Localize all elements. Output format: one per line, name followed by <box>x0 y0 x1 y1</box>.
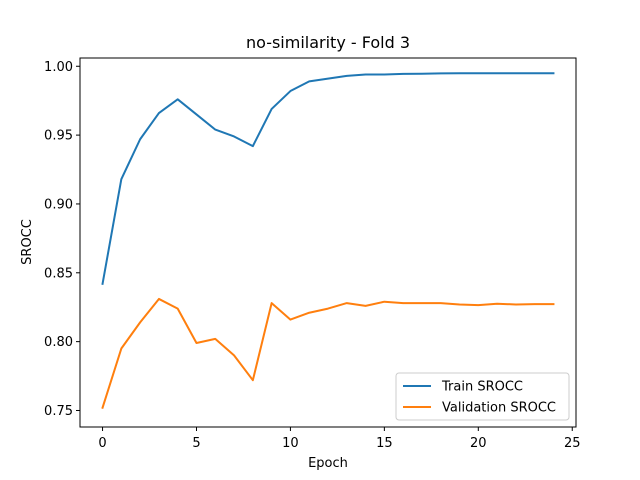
legend: Train SROCC Validation SROCC <box>395 372 570 421</box>
y-tick-label: 0.95 <box>44 129 73 144</box>
y-tick-label: 1.00 <box>44 60 73 75</box>
x-tick-label: 10 <box>282 436 299 451</box>
x-tick-label: 25 <box>564 436 581 451</box>
x-tick-label: 15 <box>376 436 393 451</box>
y-tick-label: 0.85 <box>44 266 73 281</box>
y-tick-label: 0.80 <box>44 335 73 350</box>
train-srocc-line <box>101 72 555 285</box>
x-tick-label: 0 <box>98 436 106 451</box>
series-group <box>101 72 555 409</box>
y-tick-label: 0.90 <box>44 197 73 212</box>
legend-label-validation: Validation SROCC <box>442 401 556 416</box>
x-tick-label: 20 <box>470 436 487 451</box>
x-tick-label: 5 <box>192 436 200 451</box>
plot-frame <box>79 57 577 428</box>
y-axis-label: SROCC <box>20 219 35 265</box>
chart-title: no-similarity - Fold 3 <box>246 33 410 52</box>
y-tick-label: 0.75 <box>44 404 73 419</box>
x-axis: 0 5 10 15 20 25 <box>98 427 581 451</box>
legend-box <box>395 372 570 421</box>
validation-srocc-line <box>101 297 555 409</box>
legend-label-train: Train SROCC <box>441 380 523 395</box>
x-axis-label: Epoch <box>308 456 348 471</box>
y-axis: 0.75 0.80 0.85 0.90 0.95 1.00 <box>44 60 80 419</box>
